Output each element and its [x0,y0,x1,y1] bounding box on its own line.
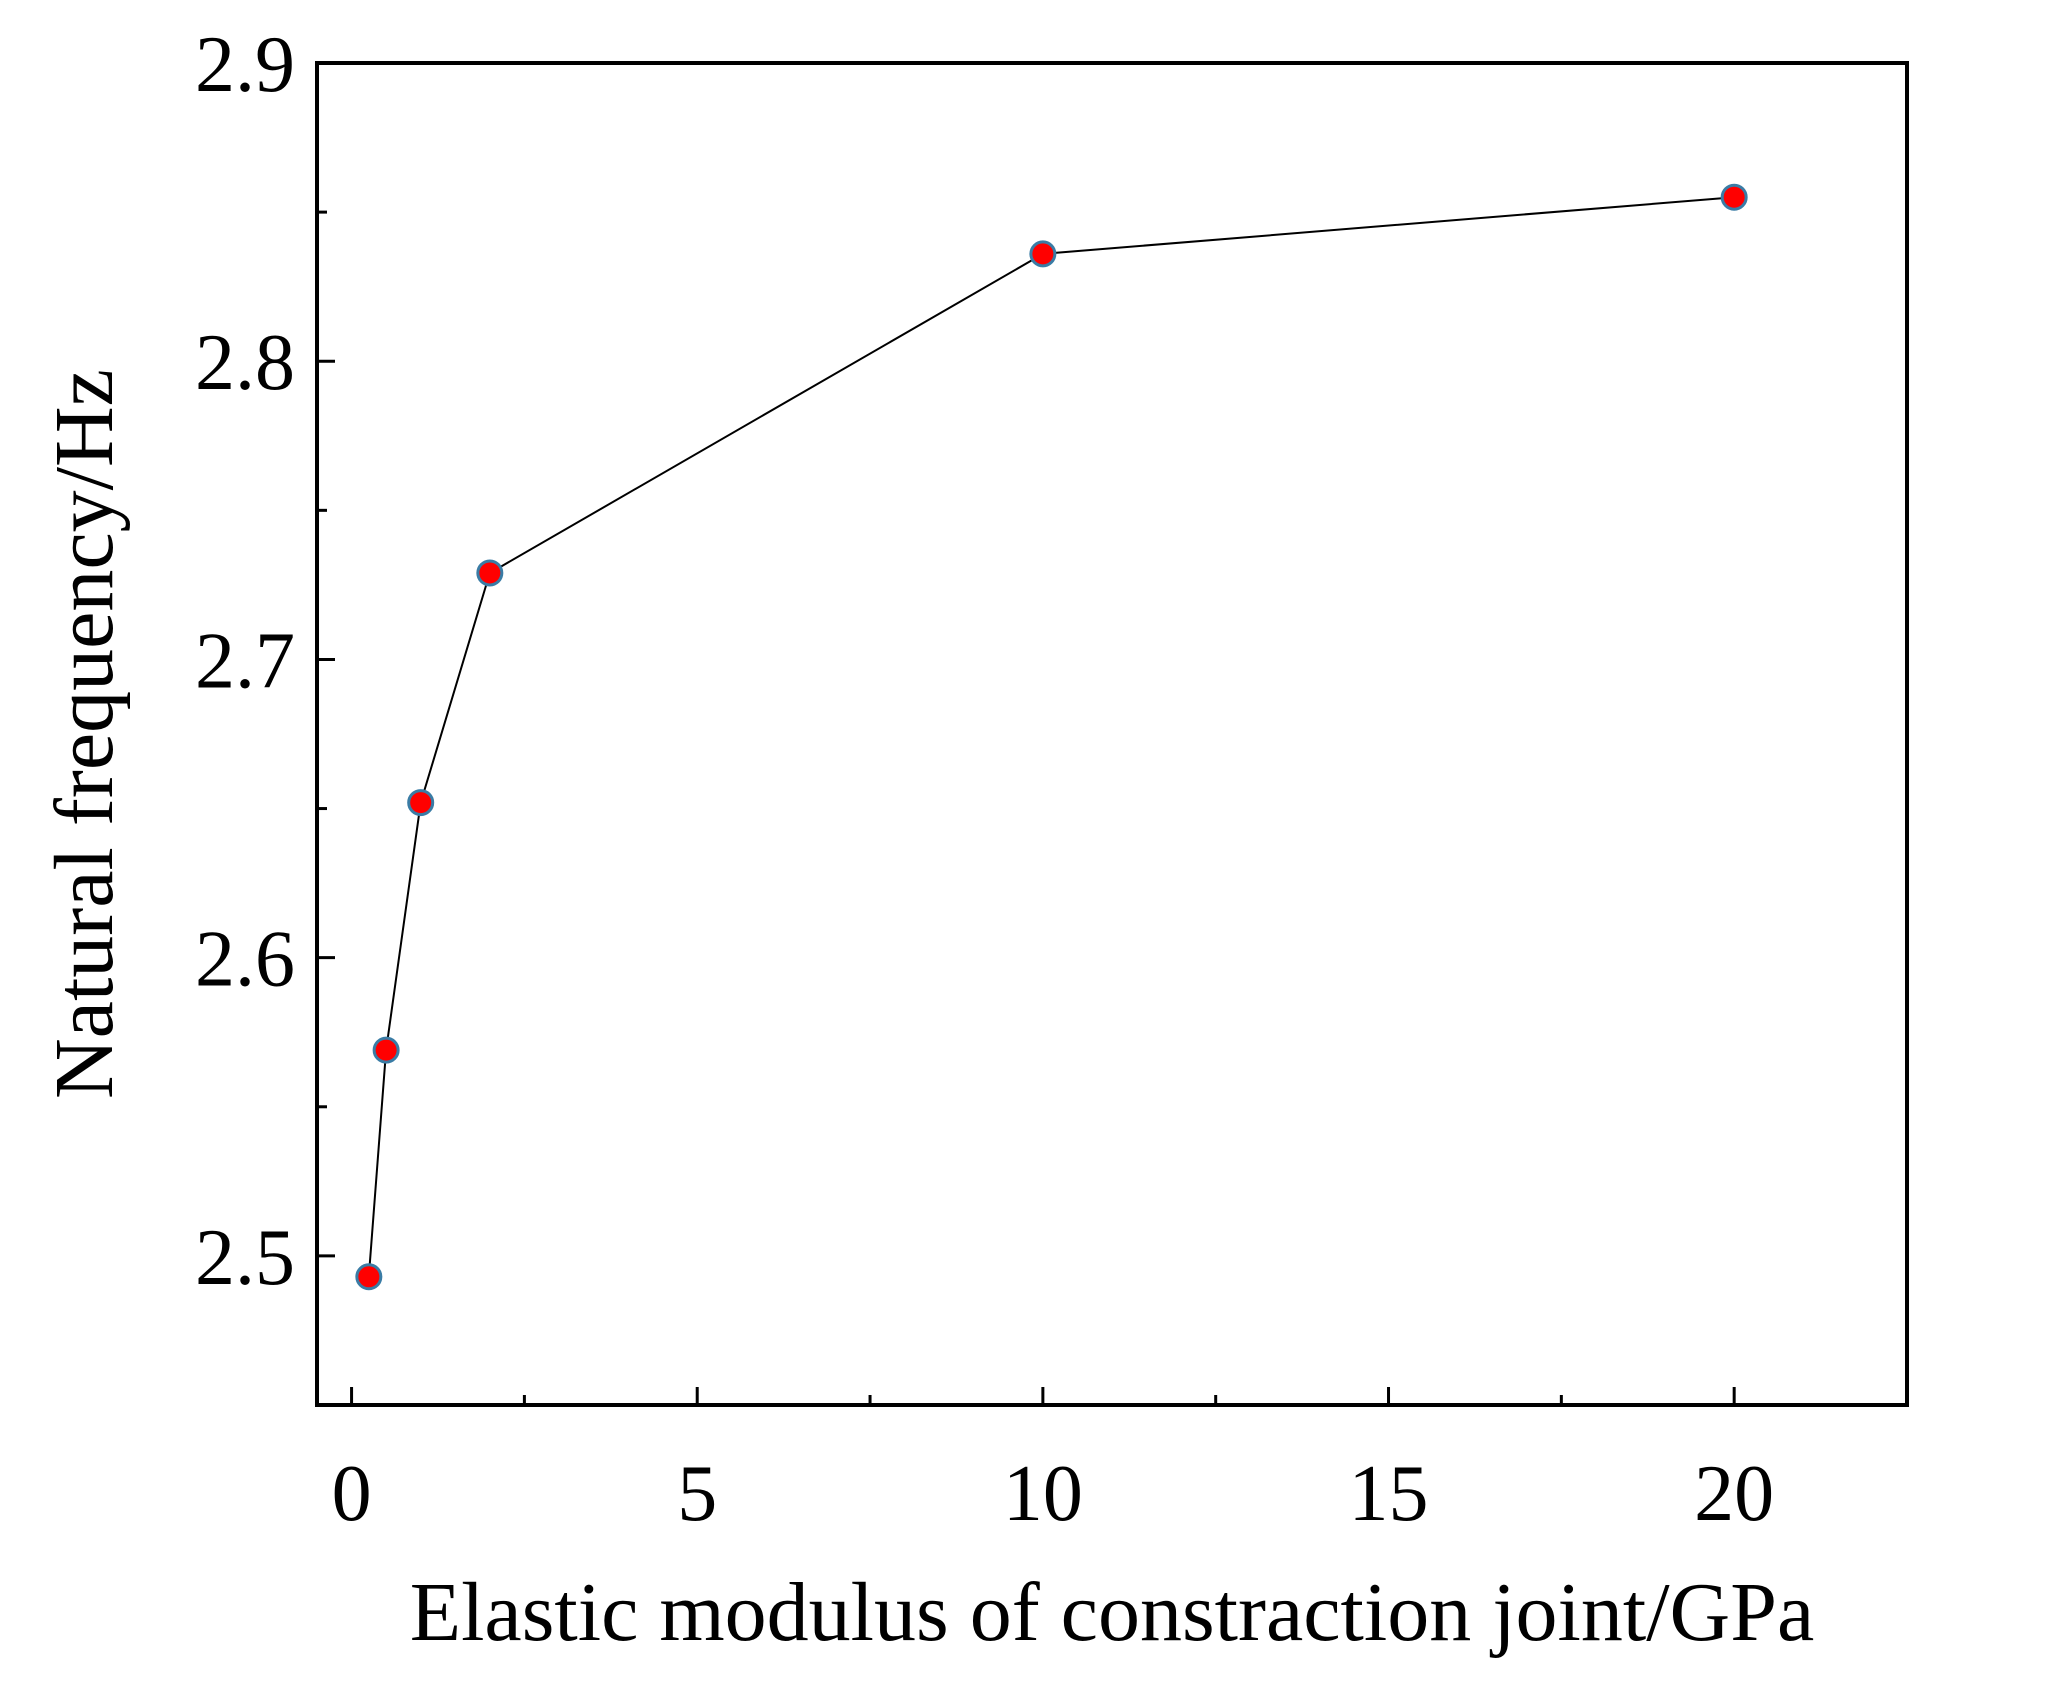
tick-labels: 0 5 10 15 20 2.5 2.6 2.7 2.8 2.9 [195,21,1774,1538]
series-line [367,196,1735,1277]
y-tick-label-0: 2.5 [195,1214,295,1302]
plot-frame [315,61,1909,1407]
y-tick-label-2: 2.7 [195,617,295,705]
data-points [355,183,1748,1291]
data-point-4 [1029,240,1057,268]
data-point-1 [372,1036,400,1064]
data-point-0 [355,1263,383,1291]
major-ticks [317,61,1736,1405]
x-tick-label-4: 20 [1694,1450,1774,1538]
y-tick-label-4: 2.9 [195,21,295,109]
y-tick-label-3: 2.8 [195,319,295,407]
x-axis-label: Elastic modulus of constraction joint/GP… [410,1566,1814,1659]
x-tick-label-3: 15 [1349,1450,1429,1538]
x-tick-label-0: 0 [332,1450,372,1538]
data-point-5 [1720,183,1748,211]
y-tick-label-1: 2.6 [195,916,295,1004]
y-axis-label: Natural frequency/Hz [38,369,131,1099]
data-point-2 [407,789,435,817]
x-tick-label-2: 10 [1003,1450,1083,1538]
minor-ticks [317,210,1563,1405]
x-tick-label-1: 5 [677,1450,717,1538]
data-point-3 [476,559,504,587]
